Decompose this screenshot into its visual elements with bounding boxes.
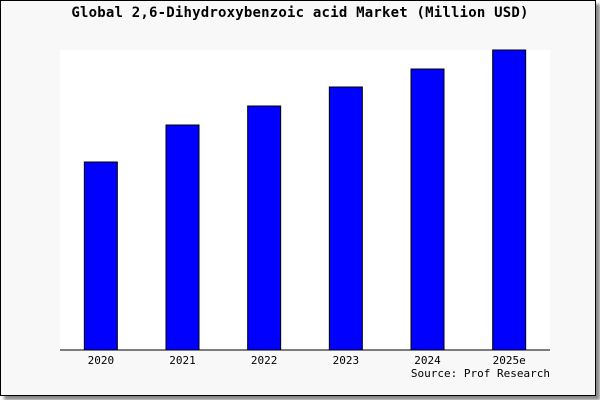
x-tick-label: 2020 <box>88 354 115 367</box>
source-note: Source: Prof Research <box>410 367 550 380</box>
bar-2022 <box>247 105 282 351</box>
x-tick-label: 2025e <box>493 354 526 367</box>
bar-2023 <box>328 86 363 351</box>
bar-2024 <box>410 68 445 351</box>
bar-2020 <box>83 161 118 351</box>
chart-title: Global 2,6-Dihydroxybenzoic acid Market … <box>71 5 529 21</box>
x-tick-label: 2023 <box>333 354 360 367</box>
bar-2021 <box>165 124 200 351</box>
x-tick-label: 2024 <box>414 354 441 367</box>
bar-2025e <box>492 49 527 351</box>
x-tick-label: 2021 <box>169 354 196 367</box>
plot-area <box>60 50 550 350</box>
x-tick-label: 2022 <box>251 354 278 367</box>
